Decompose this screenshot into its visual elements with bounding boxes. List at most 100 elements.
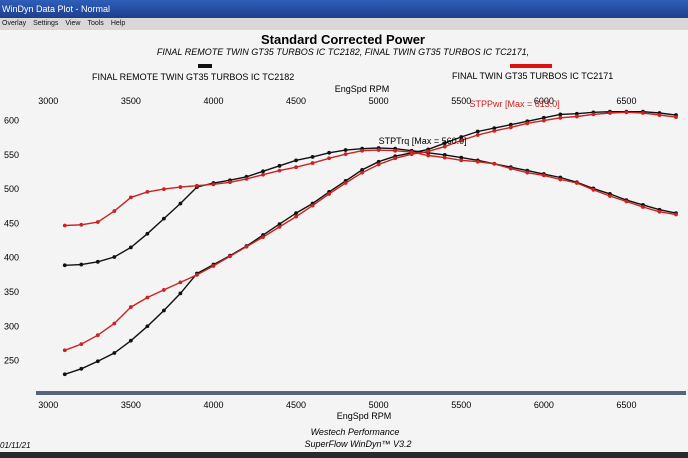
data-point <box>62 348 67 353</box>
data-point <box>244 244 249 249</box>
data-point <box>459 155 464 160</box>
annotation-label: STPTrq [Max = 560.0] <box>379 136 467 146</box>
x-tick-label-top: 3500 <box>121 96 141 106</box>
data-point <box>145 231 150 236</box>
data-point <box>393 156 398 161</box>
data-point <box>442 141 447 146</box>
data-point <box>79 342 84 347</box>
data-point <box>228 254 232 259</box>
series-line-3 <box>64 111 677 351</box>
data-point <box>343 148 348 152</box>
data-point <box>161 216 166 221</box>
data-point <box>178 185 183 189</box>
series-line-2 <box>64 147 677 266</box>
dyno-chart: Standard Corrected Power FINAL REMOTE TW… <box>0 32 686 450</box>
data-point <box>360 170 365 175</box>
data-point <box>145 295 150 300</box>
legend-label-2: FINAL TWIN GT35 TURBOS IC TC2171 <box>452 71 613 81</box>
x-tick-label-bottom: 6500 <box>616 400 636 410</box>
series-layer <box>62 109 678 377</box>
data-point <box>310 203 315 208</box>
data-point <box>360 148 365 153</box>
footer-company: Westech Performance <box>311 427 400 437</box>
menu-item-settings[interactable]: Settings <box>33 20 59 27</box>
data-point <box>558 115 563 120</box>
x-tick-label-bottom: 5000 <box>369 400 389 410</box>
data-point <box>310 161 315 165</box>
data-point <box>95 333 100 338</box>
y-tick-label: 450 <box>4 218 19 228</box>
data-point <box>459 135 464 139</box>
data-point <box>608 111 612 115</box>
footer-date: 01/11/21 <box>0 441 31 450</box>
screen-bottom-edge <box>0 452 688 458</box>
menu-bar: Overlay Settings View Tools Help <box>0 18 688 30</box>
data-point <box>492 126 497 131</box>
data-point <box>641 205 645 209</box>
data-point <box>244 176 249 181</box>
data-point <box>79 222 84 227</box>
plot-area: Standard Corrected Power FINAL REMOTE TW… <box>0 30 688 452</box>
data-point <box>376 162 381 167</box>
data-point <box>426 153 431 158</box>
data-point <box>393 148 398 153</box>
data-point <box>608 194 612 198</box>
data-point <box>128 305 133 309</box>
data-point <box>161 308 166 313</box>
menu-item-help[interactable]: Help <box>110 20 126 27</box>
data-point <box>574 181 579 185</box>
x-tick-label-top: 6500 <box>616 96 636 106</box>
data-point <box>508 125 513 130</box>
x-tick-label-top: 4500 <box>286 96 306 106</box>
data-point <box>558 177 563 182</box>
window-titlebar: WinDyn Data Plot - Normal <box>0 0 688 18</box>
data-point <box>62 263 67 268</box>
data-point <box>376 148 381 152</box>
x-tick-label-top: 3000 <box>38 96 58 106</box>
data-point <box>409 150 414 155</box>
data-point <box>294 214 298 219</box>
data-point <box>112 255 117 259</box>
data-point <box>508 122 513 127</box>
data-point <box>62 372 67 377</box>
menu-item-view[interactable]: View <box>65 20 81 27</box>
data-point <box>525 170 530 175</box>
data-point <box>277 163 282 168</box>
x-tick-label-bottom: 3000 <box>38 400 58 410</box>
data-point <box>657 113 662 117</box>
data-point <box>674 212 678 217</box>
data-point <box>343 152 348 157</box>
y-ticks: 600 550 500 450 400 350 300 250 <box>4 116 19 366</box>
data-point <box>541 115 546 120</box>
data-point <box>161 187 166 192</box>
data-point <box>310 155 315 159</box>
data-point <box>112 209 117 213</box>
data-point <box>62 223 67 228</box>
data-point <box>112 321 117 326</box>
data-point <box>195 183 199 188</box>
legend-swatch-2 <box>510 64 552 68</box>
data-point <box>294 165 298 170</box>
y-tick-label: 600 <box>4 116 19 126</box>
window-title: WinDyn Data Plot - Normal <box>2 4 111 14</box>
data-point <box>145 324 150 329</box>
data-point <box>327 192 331 196</box>
data-point <box>674 115 678 120</box>
data-point <box>558 112 563 117</box>
data-point <box>376 159 381 164</box>
x-tick-label-bottom: 3500 <box>121 400 141 410</box>
data-point <box>228 180 232 185</box>
data-point <box>641 111 645 115</box>
data-point <box>294 158 298 163</box>
data-point <box>178 280 183 285</box>
data-point <box>145 189 150 194</box>
data-point <box>459 138 464 143</box>
data-point <box>541 118 546 123</box>
menu-item-overlay[interactable]: Overlay <box>2 20 27 27</box>
data-point <box>442 144 447 149</box>
data-point <box>178 291 183 296</box>
data-point <box>343 181 348 185</box>
legend-swatch-1 <box>198 64 212 68</box>
x-tick-label-bottom: 6000 <box>534 400 554 410</box>
menu-item-tools[interactable]: Tools <box>87 20 104 27</box>
